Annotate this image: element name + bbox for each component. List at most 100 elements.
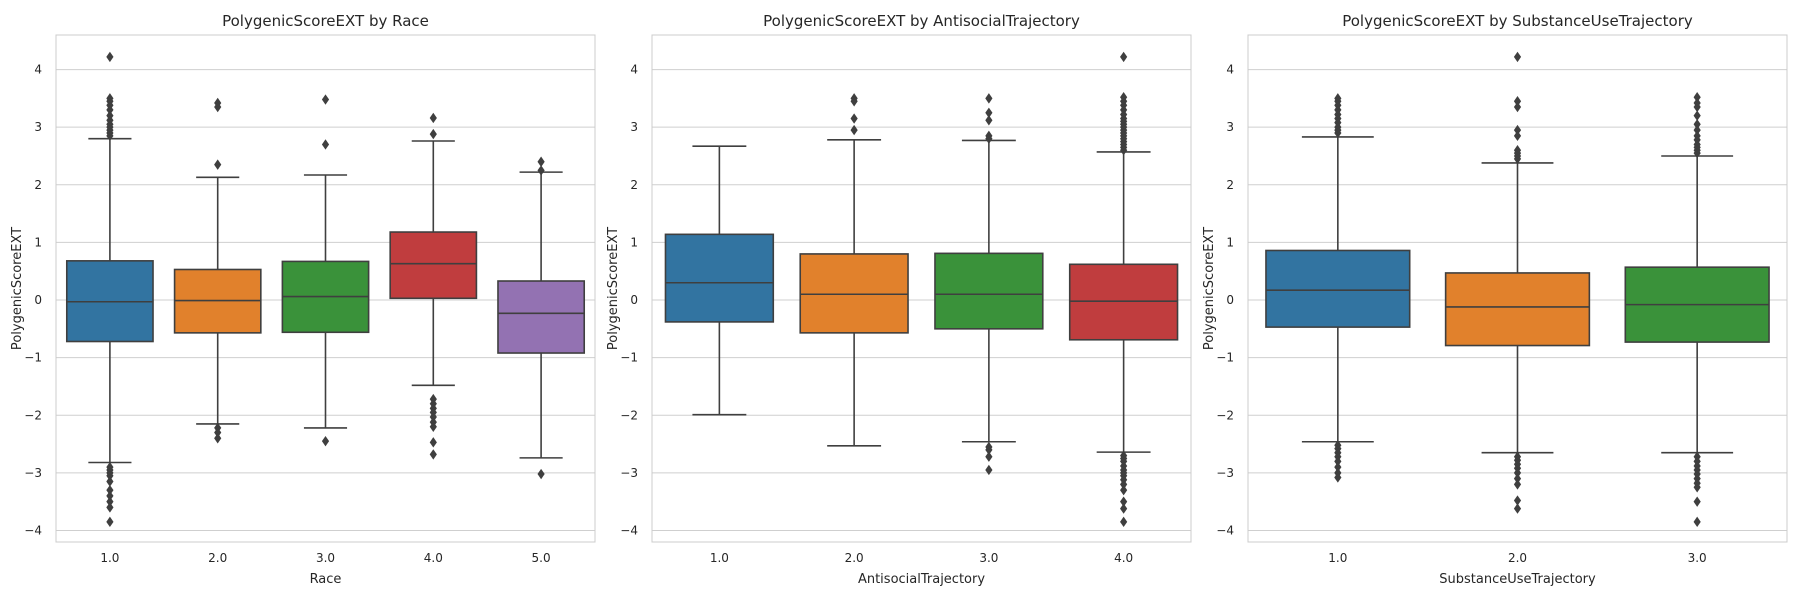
outlier-point (106, 470, 114, 481)
x-axis-label: AntisocialTrajectory (858, 572, 985, 587)
outlier-point (985, 133, 993, 144)
y-tick-label: 4 (630, 63, 638, 77)
y-tick-label: 0 (34, 293, 42, 307)
y-tick-label: 2 (34, 178, 42, 192)
outlier-point (1693, 516, 1701, 528)
y-tick-label: 1 (1226, 235, 1234, 249)
outlier-point (537, 165, 545, 176)
y-tick-label: −2 (1216, 408, 1234, 422)
box (1444, 272, 1591, 347)
outlier-point (985, 464, 993, 476)
box (1068, 263, 1179, 341)
outlier-point (1513, 96, 1522, 107)
outlier-point (1334, 456, 1342, 467)
box (389, 231, 478, 300)
panel-1: 4 3 2 1 0 −1 −2 −3 −4 1.0 2.0 3.0 4.0 5.0 PolygenicSco… (10, 12, 596, 587)
y-tick-label: 2 (630, 178, 638, 192)
x-axis-label: Race (310, 572, 342, 587)
y-tick-label: −1 (620, 351, 638, 365)
outlier-point (537, 468, 545, 480)
y-tick-label: 2 (1226, 178, 1234, 192)
outlier-point (1120, 484, 1128, 496)
y-axis-label: PolygenicScoreEXT (1202, 227, 1217, 350)
outlier-point (1513, 495, 1522, 506)
outlier-point (214, 433, 222, 444)
y-tick-label: −1 (24, 351, 42, 365)
outlier-point (1334, 461, 1342, 473)
outlier-point (106, 516, 114, 528)
chart-title: PolygenicScoreEXT by AntisocialTrajector… (763, 12, 1080, 30)
y-tick-label: 1 (34, 235, 42, 249)
y-axis-label: PolygenicScoreEXT (606, 227, 621, 350)
outlier-point (1693, 496, 1701, 507)
box-group (934, 93, 1044, 476)
outlier-point (1693, 119, 1701, 130)
outlier-point (321, 94, 330, 105)
y-tick-label: −4 (620, 523, 638, 537)
outlier-point (1120, 479, 1128, 490)
box-group (497, 156, 586, 480)
outlier-point (429, 421, 437, 432)
outlier-point (1120, 503, 1128, 514)
outlier-point (985, 115, 993, 126)
outlier-point (985, 451, 993, 462)
outlier-point (106, 51, 114, 63)
outlier-point (1120, 496, 1128, 507)
outlier-point (1513, 124, 1522, 136)
outlier-point (429, 128, 437, 140)
box-group (173, 97, 262, 444)
outlier-point (1693, 110, 1701, 121)
box-group (389, 112, 478, 460)
outlier-point (1693, 92, 1701, 103)
x-tick-label: 4.0 (424, 551, 443, 565)
outlier-point (106, 496, 114, 507)
box (799, 253, 909, 334)
box (1265, 249, 1411, 328)
outlier-point (1693, 482, 1701, 493)
outlier-point (106, 476, 114, 487)
chart-title: PolygenicScoreEXT by Race (222, 12, 429, 30)
y-axis-label: PolygenicScoreEXT (10, 227, 25, 350)
outlier-point (1513, 479, 1522, 490)
outlier-point (1693, 101, 1701, 113)
outlier-point (106, 490, 114, 502)
x-tick-label: 4.0 (1114, 551, 1133, 565)
outlier-point (985, 107, 993, 118)
y-tick-label: 4 (34, 63, 42, 77)
outlier-point (1120, 516, 1128, 528)
box-group (664, 145, 775, 416)
x-tick-label: 2.0 (1508, 551, 1527, 565)
outlier-point (1513, 153, 1522, 165)
outlier-point (850, 96, 858, 107)
outlier-point (429, 112, 437, 124)
outlier-point (106, 484, 114, 496)
y-tick-label: −1 (1216, 351, 1234, 365)
outlier-point (214, 159, 222, 170)
y-tick-label: 3 (630, 120, 638, 134)
outlier-point (106, 130, 114, 142)
x-tick-label: 1.0 (710, 551, 729, 565)
outlier-point (1513, 51, 1522, 63)
box-group (65, 51, 154, 528)
x-tick-label: 3.0 (1688, 551, 1707, 565)
outlier-point (1513, 473, 1522, 484)
outlier-point (1693, 124, 1701, 136)
outlier-point (106, 502, 114, 513)
plot-frame (1247, 34, 1788, 543)
y-tick-label: 0 (630, 293, 638, 307)
outlier-point (1513, 467, 1522, 479)
x-tick-label: 2.0 (845, 551, 864, 565)
outlier-point (850, 113, 858, 124)
outlier-point (429, 437, 437, 448)
y-tick-label: 3 (34, 120, 42, 134)
box (497, 280, 586, 354)
chart-title: PolygenicScoreEXT by SubstanceUseTraject… (1342, 12, 1693, 30)
outlier-point (429, 449, 437, 460)
y-tick-label: −4 (24, 523, 42, 537)
y-tick-label: −2 (620, 408, 638, 422)
outlier-point (321, 139, 330, 150)
outlier-point (214, 427, 222, 438)
plot-frame (651, 34, 1192, 543)
plot-frame (55, 34, 596, 543)
